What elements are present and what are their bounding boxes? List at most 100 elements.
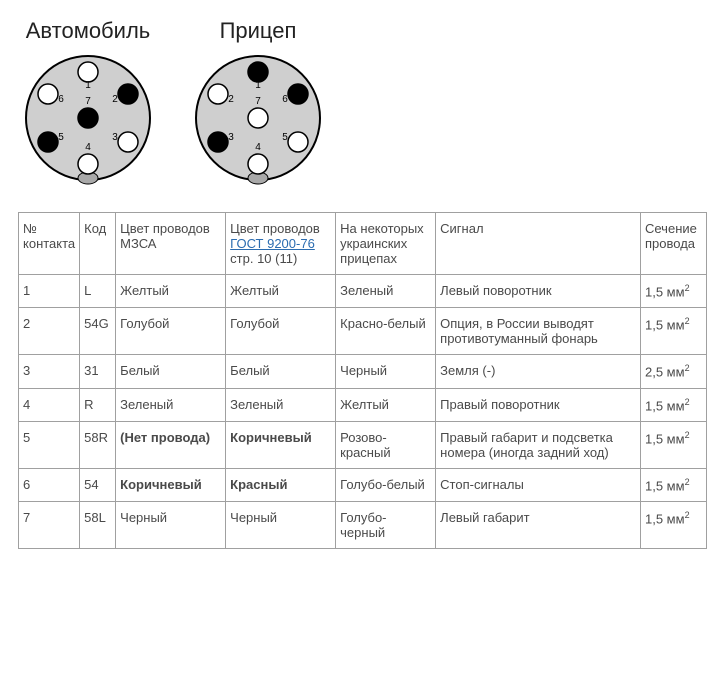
cell-signal: Правый поворотник xyxy=(436,388,641,421)
cell-contact: 4 xyxy=(19,388,80,421)
th-gost-line3: стр. 10 (11) xyxy=(230,251,331,266)
pin-5 xyxy=(288,132,308,152)
table-header-row: № контакта Код Цвет проводов МЗСА Цвет п… xyxy=(19,213,707,275)
cell-signal: Опция, в России выводят противотуманный … xyxy=(436,308,641,355)
cell-gost: Желтый xyxy=(226,275,336,308)
pin-5 xyxy=(38,132,58,152)
cell-section: 1,5 мм2 xyxy=(641,421,707,468)
cell-contact: 3 xyxy=(19,355,80,388)
cell-code: L xyxy=(80,275,116,308)
pin-label-2: 2 xyxy=(228,94,234,105)
cell-ua: Розово-красный xyxy=(336,421,436,468)
table-row: 331БелыйБелыйЧерныйЗемля (-)2,5 мм2 xyxy=(19,355,707,388)
cell-contact: 1 xyxy=(19,275,80,308)
cell-signal: Левый поворотник xyxy=(436,275,641,308)
th-mzsa: Цвет проводов МЗСА xyxy=(116,213,226,275)
pin-2 xyxy=(208,84,228,104)
cell-ua: Черный xyxy=(336,355,436,388)
pin-3 xyxy=(118,132,138,152)
cell-section: 1,5 мм2 xyxy=(641,468,707,501)
cell-mzsa: Желтый xyxy=(116,275,226,308)
th-contact: № контакта xyxy=(19,213,80,275)
cell-contact: 2 xyxy=(19,308,80,355)
pin-1 xyxy=(78,62,98,82)
pin-label-7: 7 xyxy=(255,96,261,107)
th-ua: На некоторых украинских прицепах xyxy=(336,213,436,275)
table-row: 558R(Нет провода)КоричневыйРозово-красны… xyxy=(19,421,707,468)
pin-4 xyxy=(248,154,268,174)
cell-ua: Красно-белый xyxy=(336,308,436,355)
cell-section: 1,5 мм2 xyxy=(641,502,707,549)
cell-mzsa: Белый xyxy=(116,355,226,388)
pin-6 xyxy=(38,84,58,104)
cell-ua: Голубо-черный xyxy=(336,502,436,549)
pin-label-2: 2 xyxy=(112,94,118,105)
cell-gost: Зеленый xyxy=(226,388,336,421)
cell-gost: Красный xyxy=(226,468,336,501)
cell-code: 54 xyxy=(80,468,116,501)
pin-label-6: 6 xyxy=(58,94,64,105)
pin-label-7: 7 xyxy=(85,96,91,107)
cell-code: R xyxy=(80,388,116,421)
cell-mzsa: Зеленый xyxy=(116,388,226,421)
th-gost-line1: Цвет проводов xyxy=(230,221,331,236)
cell-ua: Желтый xyxy=(336,388,436,421)
pin-6 xyxy=(288,84,308,104)
table-row: 758LЧерныйЧерныйГолубо-черныйЛевый габар… xyxy=(19,502,707,549)
pin-7 xyxy=(78,108,98,128)
cell-signal: Правый габарит и подсветка номера (иногд… xyxy=(436,421,641,468)
pin-label-1: 1 xyxy=(255,80,261,91)
cell-code: 58L xyxy=(80,502,116,549)
connector-title: Автомобиль xyxy=(26,18,151,44)
pin-label-5: 5 xyxy=(282,132,288,143)
cell-mzsa: Черный xyxy=(116,502,226,549)
cell-gost: Черный xyxy=(226,502,336,549)
cell-mzsa: Коричневый xyxy=(116,468,226,501)
pin-4 xyxy=(78,154,98,174)
cell-gost: Голубой xyxy=(226,308,336,355)
table-row: 4RЗеленыйЗеленыйЖелтыйПравый поворотник1… xyxy=(19,388,707,421)
cell-code: 54G xyxy=(80,308,116,355)
cell-signal: Стоп-сигналы xyxy=(436,468,641,501)
pin-2 xyxy=(118,84,138,104)
pin-label-6: 6 xyxy=(282,94,288,105)
pin-label-1: 1 xyxy=(85,80,91,91)
cell-gost: Коричневый xyxy=(226,421,336,468)
cell-contact: 6 xyxy=(19,468,80,501)
connector-svg: 1 6 5 4 3 2 7 xyxy=(188,48,328,188)
cell-code: 58R xyxy=(80,421,116,468)
gost-link[interactable]: ГОСТ 9200-76 xyxy=(230,236,315,251)
cell-section: 1,5 мм2 xyxy=(641,388,707,421)
cell-section: 1,5 мм2 xyxy=(641,275,707,308)
cell-gost: Белый xyxy=(226,355,336,388)
cell-code: 31 xyxy=(80,355,116,388)
cell-section: 1,5 мм2 xyxy=(641,308,707,355)
pin-3 xyxy=(208,132,228,152)
th-signal: Сигнал xyxy=(436,213,641,275)
th-gost: Цвет проводов ГОСТ 9200-76 стр. 10 (11) xyxy=(226,213,336,275)
th-section: Сечение провода xyxy=(641,213,707,275)
table-row: 654КоричневыйКрасныйГолубо-белыйСтоп-сиг… xyxy=(19,468,707,501)
pin-label-5: 5 xyxy=(58,132,64,143)
cell-ua: Зеленый xyxy=(336,275,436,308)
table-row: 254GГолубойГолубойКрасно-белыйОпция, в Р… xyxy=(19,308,707,355)
th-code: Код xyxy=(80,213,116,275)
cell-signal: Левый габарит xyxy=(436,502,641,549)
cell-signal: Земля (-) xyxy=(436,355,641,388)
connector-title: Прицеп xyxy=(220,18,297,44)
pin-label-4: 4 xyxy=(85,142,91,153)
connector-Прицеп: Прицеп 1 6 5 4 3 2 7 xyxy=(188,18,328,188)
connector-diagrams: Автомобиль1234567Прицеп1654327 xyxy=(18,18,707,188)
pin-label-3: 3 xyxy=(228,132,234,143)
cell-contact: 7 xyxy=(19,502,80,549)
cell-mzsa: (Нет провода) xyxy=(116,421,226,468)
table-row: 1LЖелтыйЖелтыйЗеленыйЛевый поворотник1,5… xyxy=(19,275,707,308)
connector-svg: 1234567 xyxy=(18,48,158,188)
cell-ua: Голубо-белый xyxy=(336,468,436,501)
cell-section: 2,5 мм2 xyxy=(641,355,707,388)
pin-label-4: 4 xyxy=(255,142,261,153)
cell-mzsa: Голубой xyxy=(116,308,226,355)
pinout-table: № контакта Код Цвет проводов МЗСА Цвет п… xyxy=(18,212,707,549)
connector-Автомобиль: Автомобиль1234567 xyxy=(18,18,158,188)
cell-contact: 5 xyxy=(19,421,80,468)
